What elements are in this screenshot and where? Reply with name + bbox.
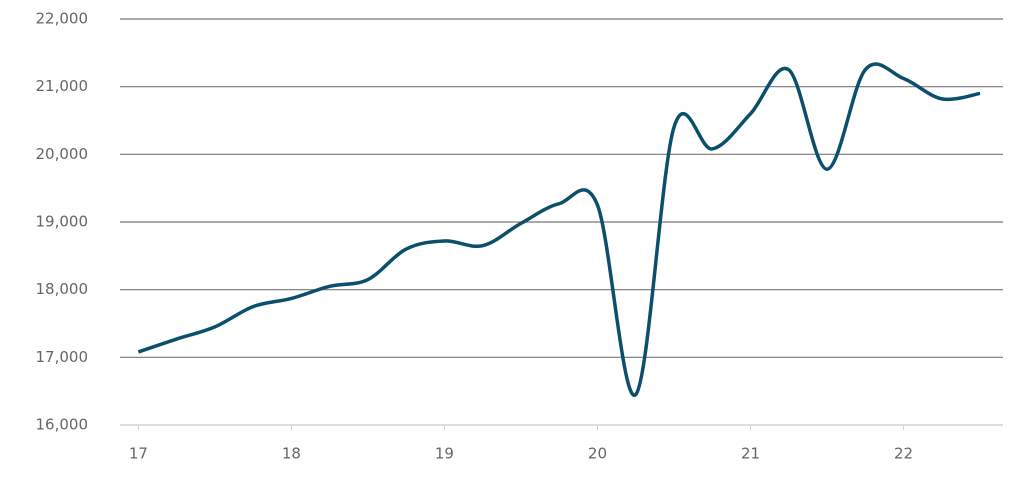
y-tick-label: 20,000 xyxy=(36,145,89,163)
x-tick-label: 18 xyxy=(282,445,301,463)
x-tick-label: 22 xyxy=(894,445,913,463)
x-tick-label: 20 xyxy=(588,445,607,463)
y-tick-label: 17,000 xyxy=(36,348,89,366)
x-tick-label: 21 xyxy=(741,445,760,463)
y-tick-label: 16,000 xyxy=(36,416,89,434)
line xyxy=(137,62,981,397)
x-tick-label: 19 xyxy=(435,445,454,463)
y-tick-label: 19,000 xyxy=(36,213,89,231)
y-tick-label: 22,000 xyxy=(36,10,89,28)
y-tick-label: 21,000 xyxy=(36,77,89,95)
x-tick-label: 17 xyxy=(129,445,148,463)
y-tick-label: 18,000 xyxy=(36,280,89,298)
